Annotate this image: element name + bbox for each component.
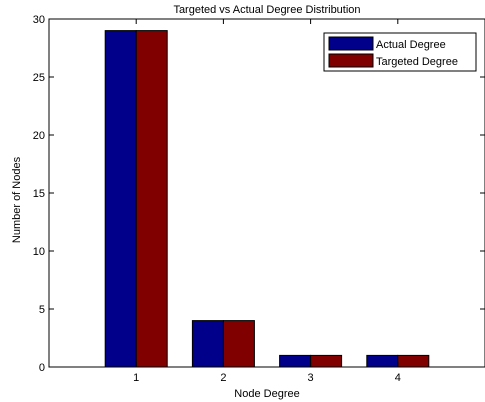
- bar-targeted-degree-3: [310, 354, 343, 368]
- y-tick-label: 10: [33, 246, 45, 258]
- y-tick-label: 30: [33, 14, 45, 26]
- bar-targeted-degree-4: [397, 354, 430, 368]
- y-tick-label: 25: [33, 72, 45, 84]
- axes-group: 0 5 10 15 20 25 30 1 2 3 4: [33, 14, 485, 384]
- bar-actual-degree-1: [104, 30, 137, 368]
- bar-actual-degree-2: [191, 320, 224, 368]
- legend-label-targeted-degree: Targeted Degree: [376, 56, 458, 68]
- chart-title: Targeted vs Actual Degree Distribution: [173, 4, 360, 16]
- y-tick-label: 15: [33, 188, 45, 200]
- legend-swatch-actual-degree: [328, 36, 374, 51]
- x-tick-label: 3: [308, 372, 314, 384]
- bar-targeted-degree-1: [135, 30, 168, 368]
- y-tick-label: 20: [33, 130, 45, 142]
- y-tick-label: 0: [39, 362, 45, 374]
- x-tick-label: 4: [395, 372, 401, 384]
- bars-group: [104, 30, 430, 368]
- legend-swatch-targeted-degree: [328, 53, 374, 68]
- bar-targeted-degree-2: [222, 320, 255, 368]
- x-tick-label: 1: [133, 372, 139, 384]
- x-tick-label: 2: [220, 372, 226, 384]
- y-axis-label: Number of Nodes: [11, 156, 23, 243]
- bar-actual-degree-3: [279, 354, 312, 368]
- x-axis-label: Node Degree: [234, 388, 299, 400]
- y-tick-label: 5: [39, 304, 45, 316]
- legend-label-actual-degree: Actual Degree: [376, 39, 446, 51]
- legend: Actual Degree Targeted Degree: [323, 32, 477, 72]
- bar-actual-degree-4: [366, 354, 399, 368]
